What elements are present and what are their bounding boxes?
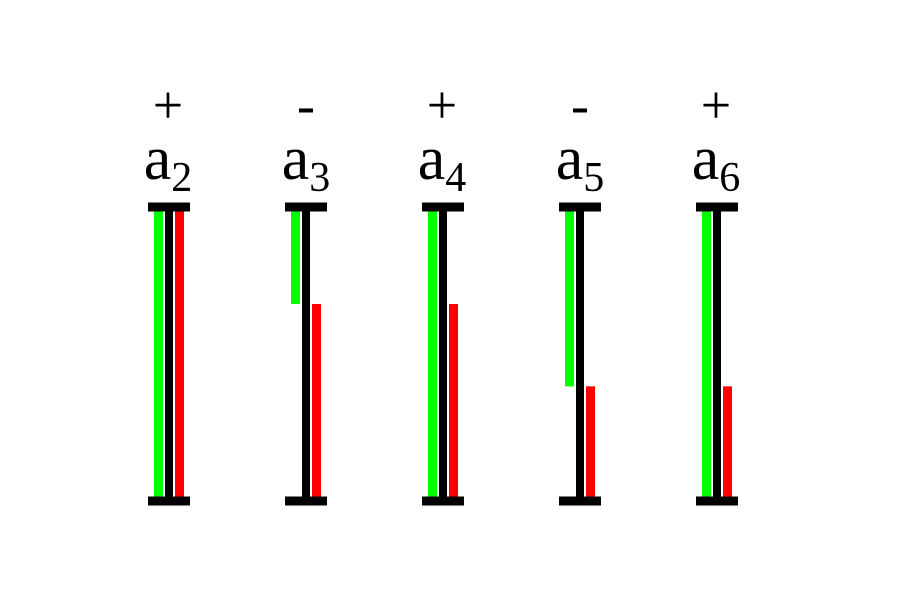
label-a6-base: a [691, 125, 720, 193]
sign-a2: + [152, 75, 184, 135]
top-cap-a6 [696, 202, 738, 212]
label-a4: a4 [382, 125, 502, 199]
top-cap-a3 [285, 202, 327, 212]
axis-a3 [302, 207, 310, 501]
green-bar-a5 [565, 207, 574, 387]
label-a5: a5 [520, 125, 640, 199]
label-a2-sub: 2 [171, 155, 193, 201]
bottom-cap-a6 [696, 496, 738, 506]
green-bar-a4 [428, 207, 437, 501]
red-bar-a2 [175, 207, 184, 501]
label-a5-base: a [555, 125, 584, 193]
sign-a5: - [571, 75, 589, 135]
sign-a6: + [700, 75, 732, 135]
green-bar-a3 [291, 207, 300, 305]
green-bar-a6 [702, 207, 711, 501]
label-a2-base: a [143, 125, 172, 193]
axis-a5 [576, 207, 584, 501]
bottom-cap-a5 [559, 496, 601, 506]
red-bar-a6 [723, 386, 732, 501]
red-bar-a3 [312, 304, 321, 501]
axis-a6 [713, 207, 721, 501]
label-a3: a3 [246, 125, 366, 199]
label-a3-base: a [281, 125, 310, 193]
top-cap-a5 [559, 202, 601, 212]
red-bar-a4 [449, 304, 458, 501]
label-a2: a2 [108, 125, 228, 199]
label-a3-sub: 3 [309, 155, 331, 201]
sign-a4: + [426, 75, 458, 135]
green-bar-a2 [154, 207, 163, 501]
label-a4-sub: 4 [445, 155, 467, 201]
bottom-cap-a4 [422, 496, 464, 506]
axis-a4 [439, 207, 447, 501]
sign-a3: - [297, 75, 315, 135]
label-a4-base: a [417, 125, 446, 193]
axis-a2 [165, 207, 173, 501]
top-cap-a2 [148, 202, 190, 212]
bottom-cap-a3 [285, 496, 327, 506]
label-a6: a6 [656, 125, 776, 199]
label-a6-sub: 6 [719, 155, 741, 201]
top-cap-a4 [422, 202, 464, 212]
bottom-cap-a2 [148, 496, 190, 506]
red-bar-a5 [586, 386, 595, 501]
label-a5-sub: 5 [583, 155, 605, 201]
